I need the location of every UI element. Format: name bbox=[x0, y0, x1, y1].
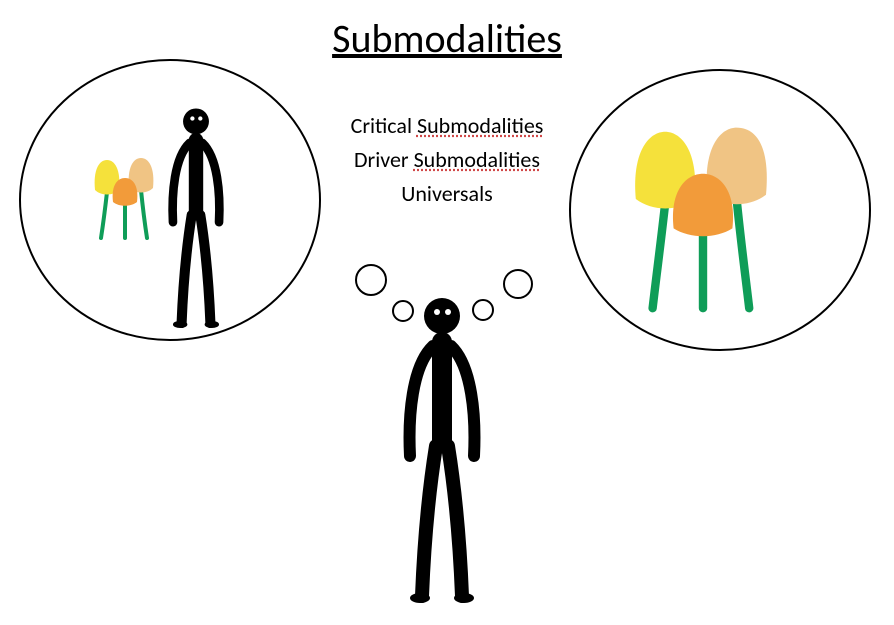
stick-figure-center bbox=[410, 298, 475, 603]
diagram-stage bbox=[0, 0, 894, 625]
